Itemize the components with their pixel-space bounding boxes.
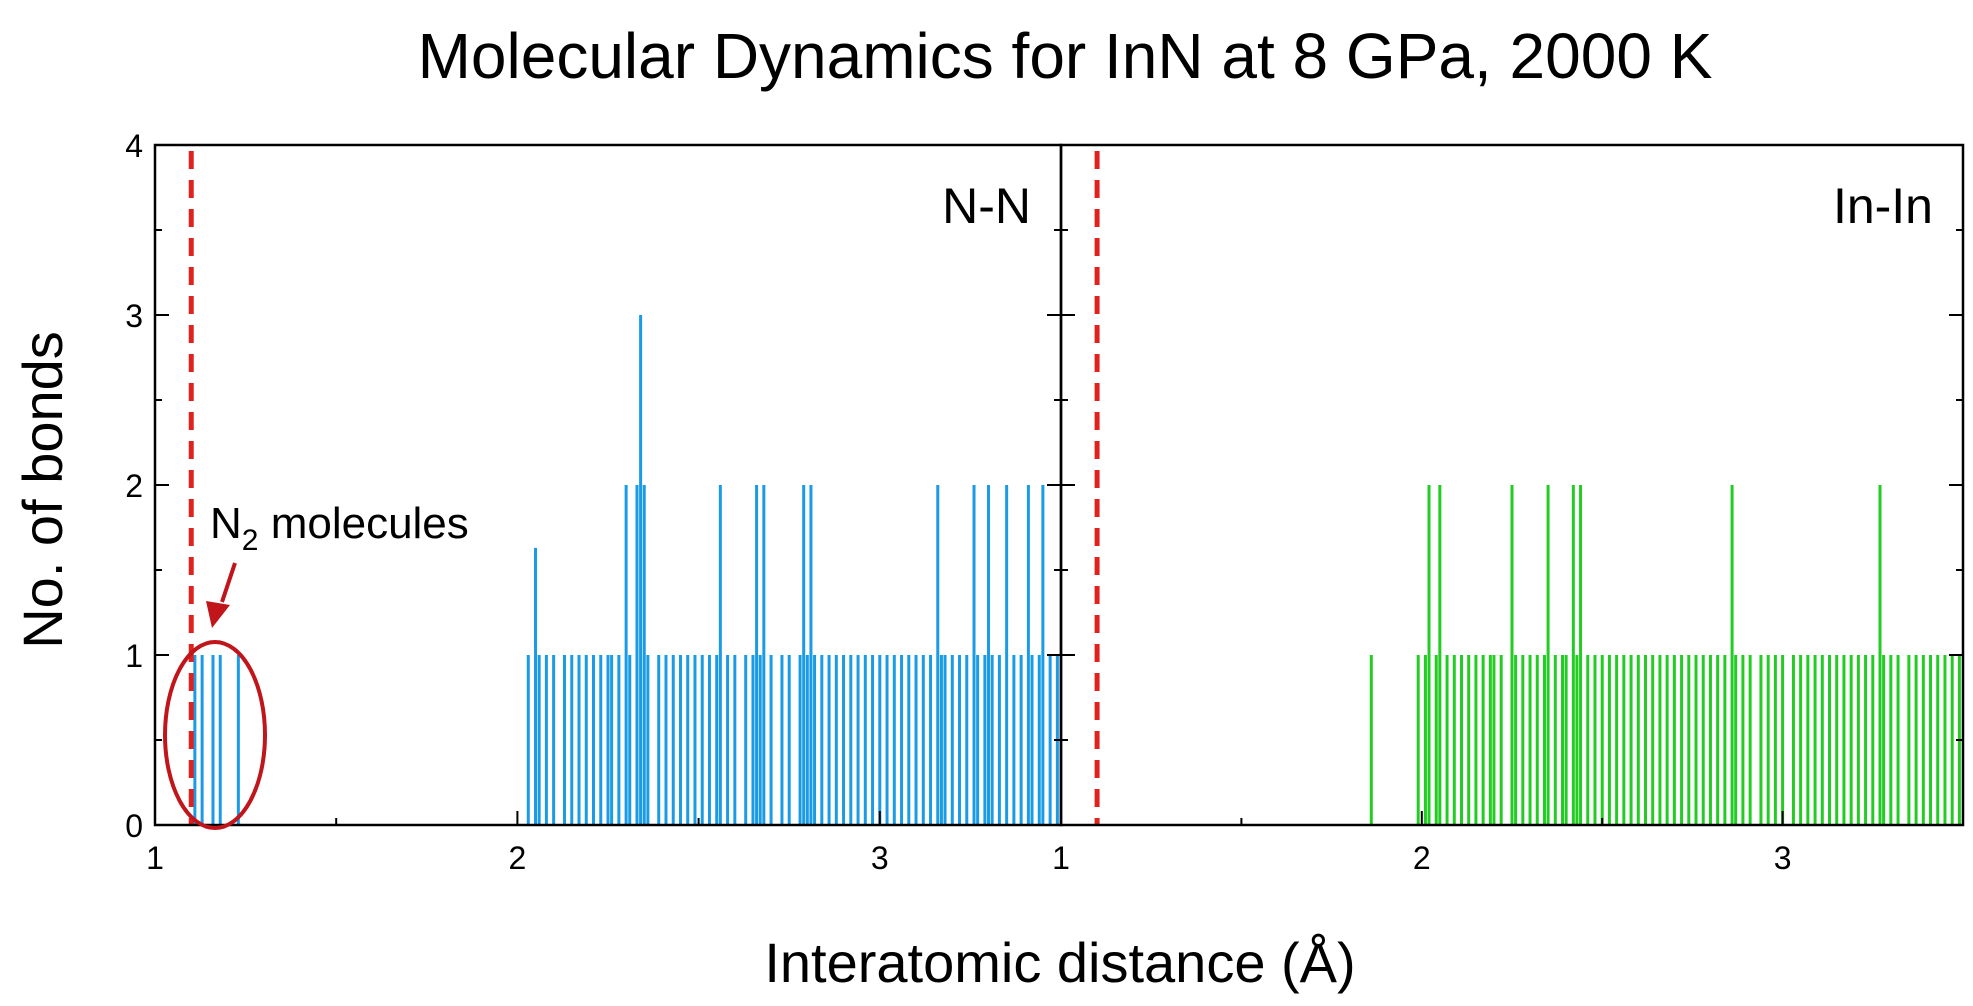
x-tick-label: 1 [146,840,164,876]
highlight-ellipse [163,640,267,830]
annotation-base: N [210,499,242,548]
x-axis-title: Interatomic distance (Å) [764,931,1355,994]
y-tick-label: 0 [125,808,143,844]
annotation-arrowhead [206,601,230,628]
x-tick-label: 1 [1052,840,1070,876]
panel-right: 1 2 3 In-In [1052,143,1965,876]
panel-label: N-N [942,178,1031,234]
annotation-text: N2 molecules [210,499,469,557]
annotation: N2 molecules [163,499,469,830]
x-tick-label: 3 [871,840,889,876]
chart-title: Molecular Dynamics for InN at 8 GPa, 200… [418,20,1713,92]
y-tick-label: 4 [125,128,143,164]
y-axis-title: No. of bonds [11,331,74,649]
x-tick-label: 3 [1774,840,1792,876]
y-tick-label: 3 [125,298,143,334]
y-tick-label: 1 [125,638,143,674]
y-tick-label: 2 [125,468,143,504]
x-tick-label: 2 [509,840,527,876]
annotation-arrow [220,562,237,603]
x-tick-label: 2 [1413,840,1431,876]
annotation-subscript: 2 [242,524,259,557]
panel-label: In-In [1833,178,1933,234]
annotation-rest: molecules [258,499,468,548]
